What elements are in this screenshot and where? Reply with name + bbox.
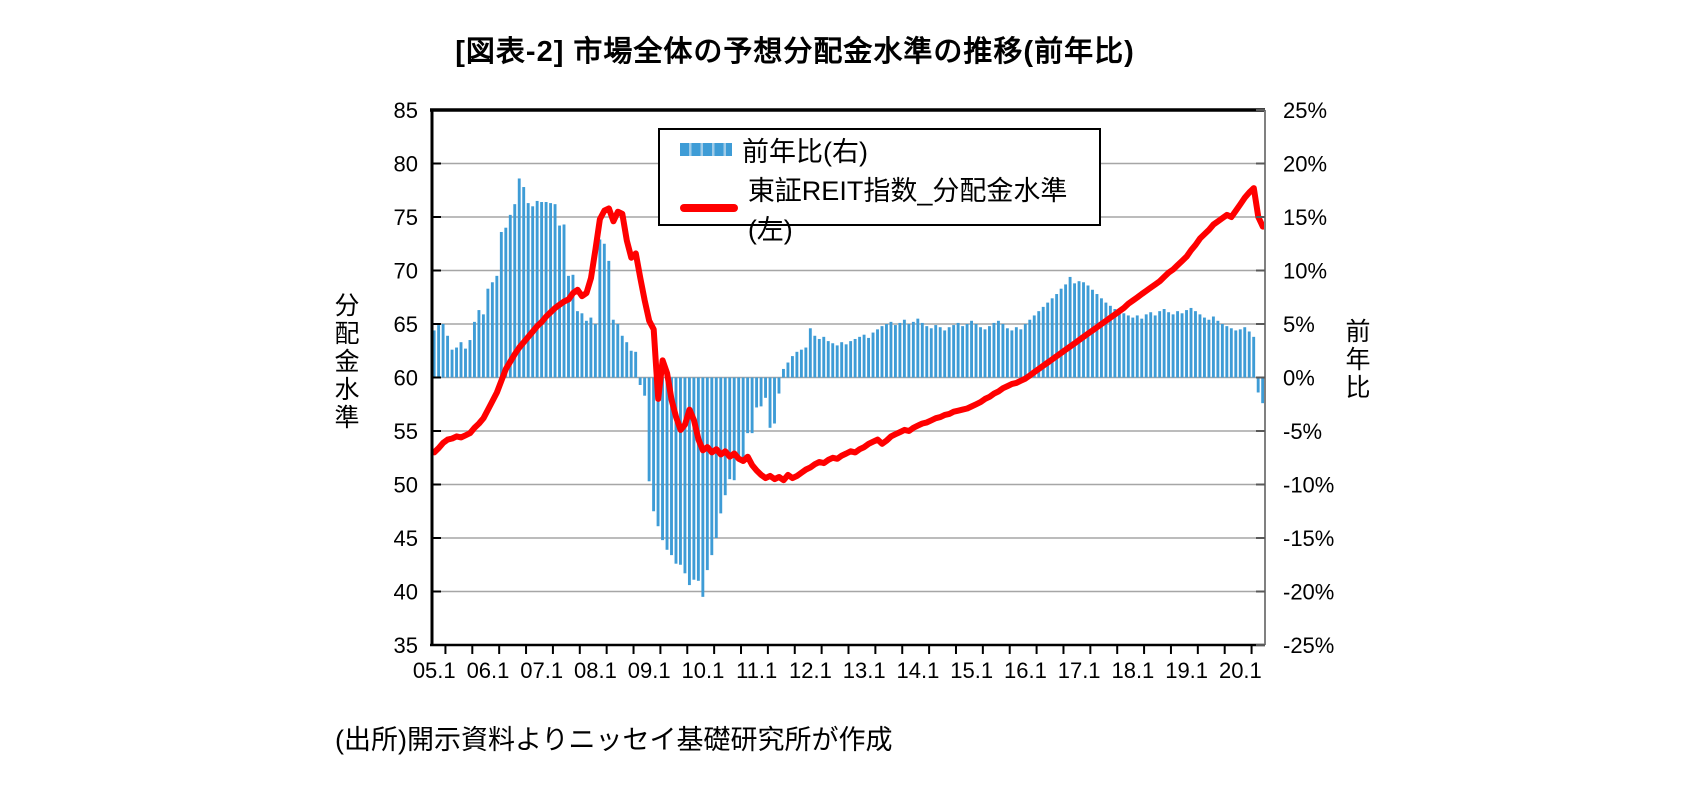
svg-text:17.1: 17.1 [1058, 658, 1101, 683]
svg-text:0%: 0% [1283, 366, 1315, 391]
svg-text:80: 80 [394, 152, 418, 177]
svg-text:55: 55 [394, 419, 418, 444]
left-axis-tick-labels: 85 80 75 70 65 60 55 50 45 40 35 [394, 98, 418, 658]
svg-text:16.1: 16.1 [1004, 658, 1047, 683]
svg-text:08.1: 08.1 [574, 658, 617, 683]
svg-text:15.1: 15.1 [950, 658, 993, 683]
svg-text:-15%: -15% [1283, 526, 1334, 551]
svg-text:70: 70 [394, 259, 418, 284]
svg-text:10.1: 10.1 [682, 658, 725, 683]
svg-text:06.1: 06.1 [467, 658, 510, 683]
left-axis-title: 分配金水準 [331, 292, 359, 432]
svg-text:05.1: 05.1 [413, 658, 456, 683]
svg-text:5%: 5% [1283, 312, 1315, 337]
svg-text:11.1: 11.1 [736, 658, 777, 683]
svg-text:14.1: 14.1 [897, 658, 940, 683]
svg-text:75: 75 [394, 205, 418, 230]
svg-text:13.1: 13.1 [843, 658, 886, 683]
svg-text:60: 60 [394, 366, 418, 391]
legend-item-dividend-level: 東証REIT指数_分配金水準(左) [680, 169, 1099, 247]
svg-text:25%: 25% [1283, 98, 1327, 123]
svg-text:-5%: -5% [1283, 419, 1322, 444]
svg-text:12.1: 12.1 [789, 658, 832, 683]
line-series-swatch-icon [680, 204, 738, 212]
source-note: (出所)開示資料よりニッセイ基礎研究所が作成 [335, 725, 893, 755]
svg-text:-20%: -20% [1283, 580, 1334, 605]
svg-text:20.1: 20.1 [1219, 658, 1262, 683]
svg-text:35: 35 [394, 633, 418, 658]
axis-frame [430, 108, 1266, 654]
svg-text:18.1: 18.1 [1111, 658, 1154, 683]
svg-text:09.1: 09.1 [628, 658, 671, 683]
svg-text:85: 85 [394, 98, 418, 123]
svg-text:65: 65 [394, 312, 418, 337]
legend-label-dividend-level: 東証REIT指数_分配金水準(左) [747, 176, 1068, 245]
svg-text:20%: 20% [1283, 152, 1327, 177]
chart-title: [図表-2] 市場全体の予想分配金水準の推移(前年比) [455, 36, 1135, 68]
right-axis-title: 前年比 [1342, 318, 1370, 402]
svg-text:40: 40 [394, 580, 418, 605]
svg-text:-25%: -25% [1283, 633, 1334, 658]
svg-text:-10%: -10% [1283, 473, 1334, 498]
legend-label-yoy: 前年比(右) [742, 137, 868, 167]
svg-text:45: 45 [394, 526, 418, 551]
right-axis-tick-labels: 25% 20% 15% 10% 5% 0% -5% -10% -15% -20% -25% [1283, 98, 1334, 658]
chart-legend: 前年比(右) 東証REIT指数_分配金水準(左) [658, 128, 1101, 245]
svg-text:07.1: 07.1 [520, 658, 563, 683]
dividend-line [431, 185, 1266, 484]
svg-text:10%: 10% [1283, 259, 1327, 284]
svg-text:50: 50 [394, 473, 418, 498]
chart-gridlines [432, 162, 1265, 593]
svg-text:15%: 15% [1283, 205, 1327, 230]
svg-text:19.1: 19.1 [1165, 658, 1208, 683]
legend-item-yoy: 前年比(右) [680, 130, 1099, 169]
x-axis-tick-labels: 05.1 06.1 07.1 08.1 09.1 10.1 11.1 12.1 13.1 14.1… [413, 658, 1262, 683]
bar-series-swatch-icon [680, 143, 732, 156]
